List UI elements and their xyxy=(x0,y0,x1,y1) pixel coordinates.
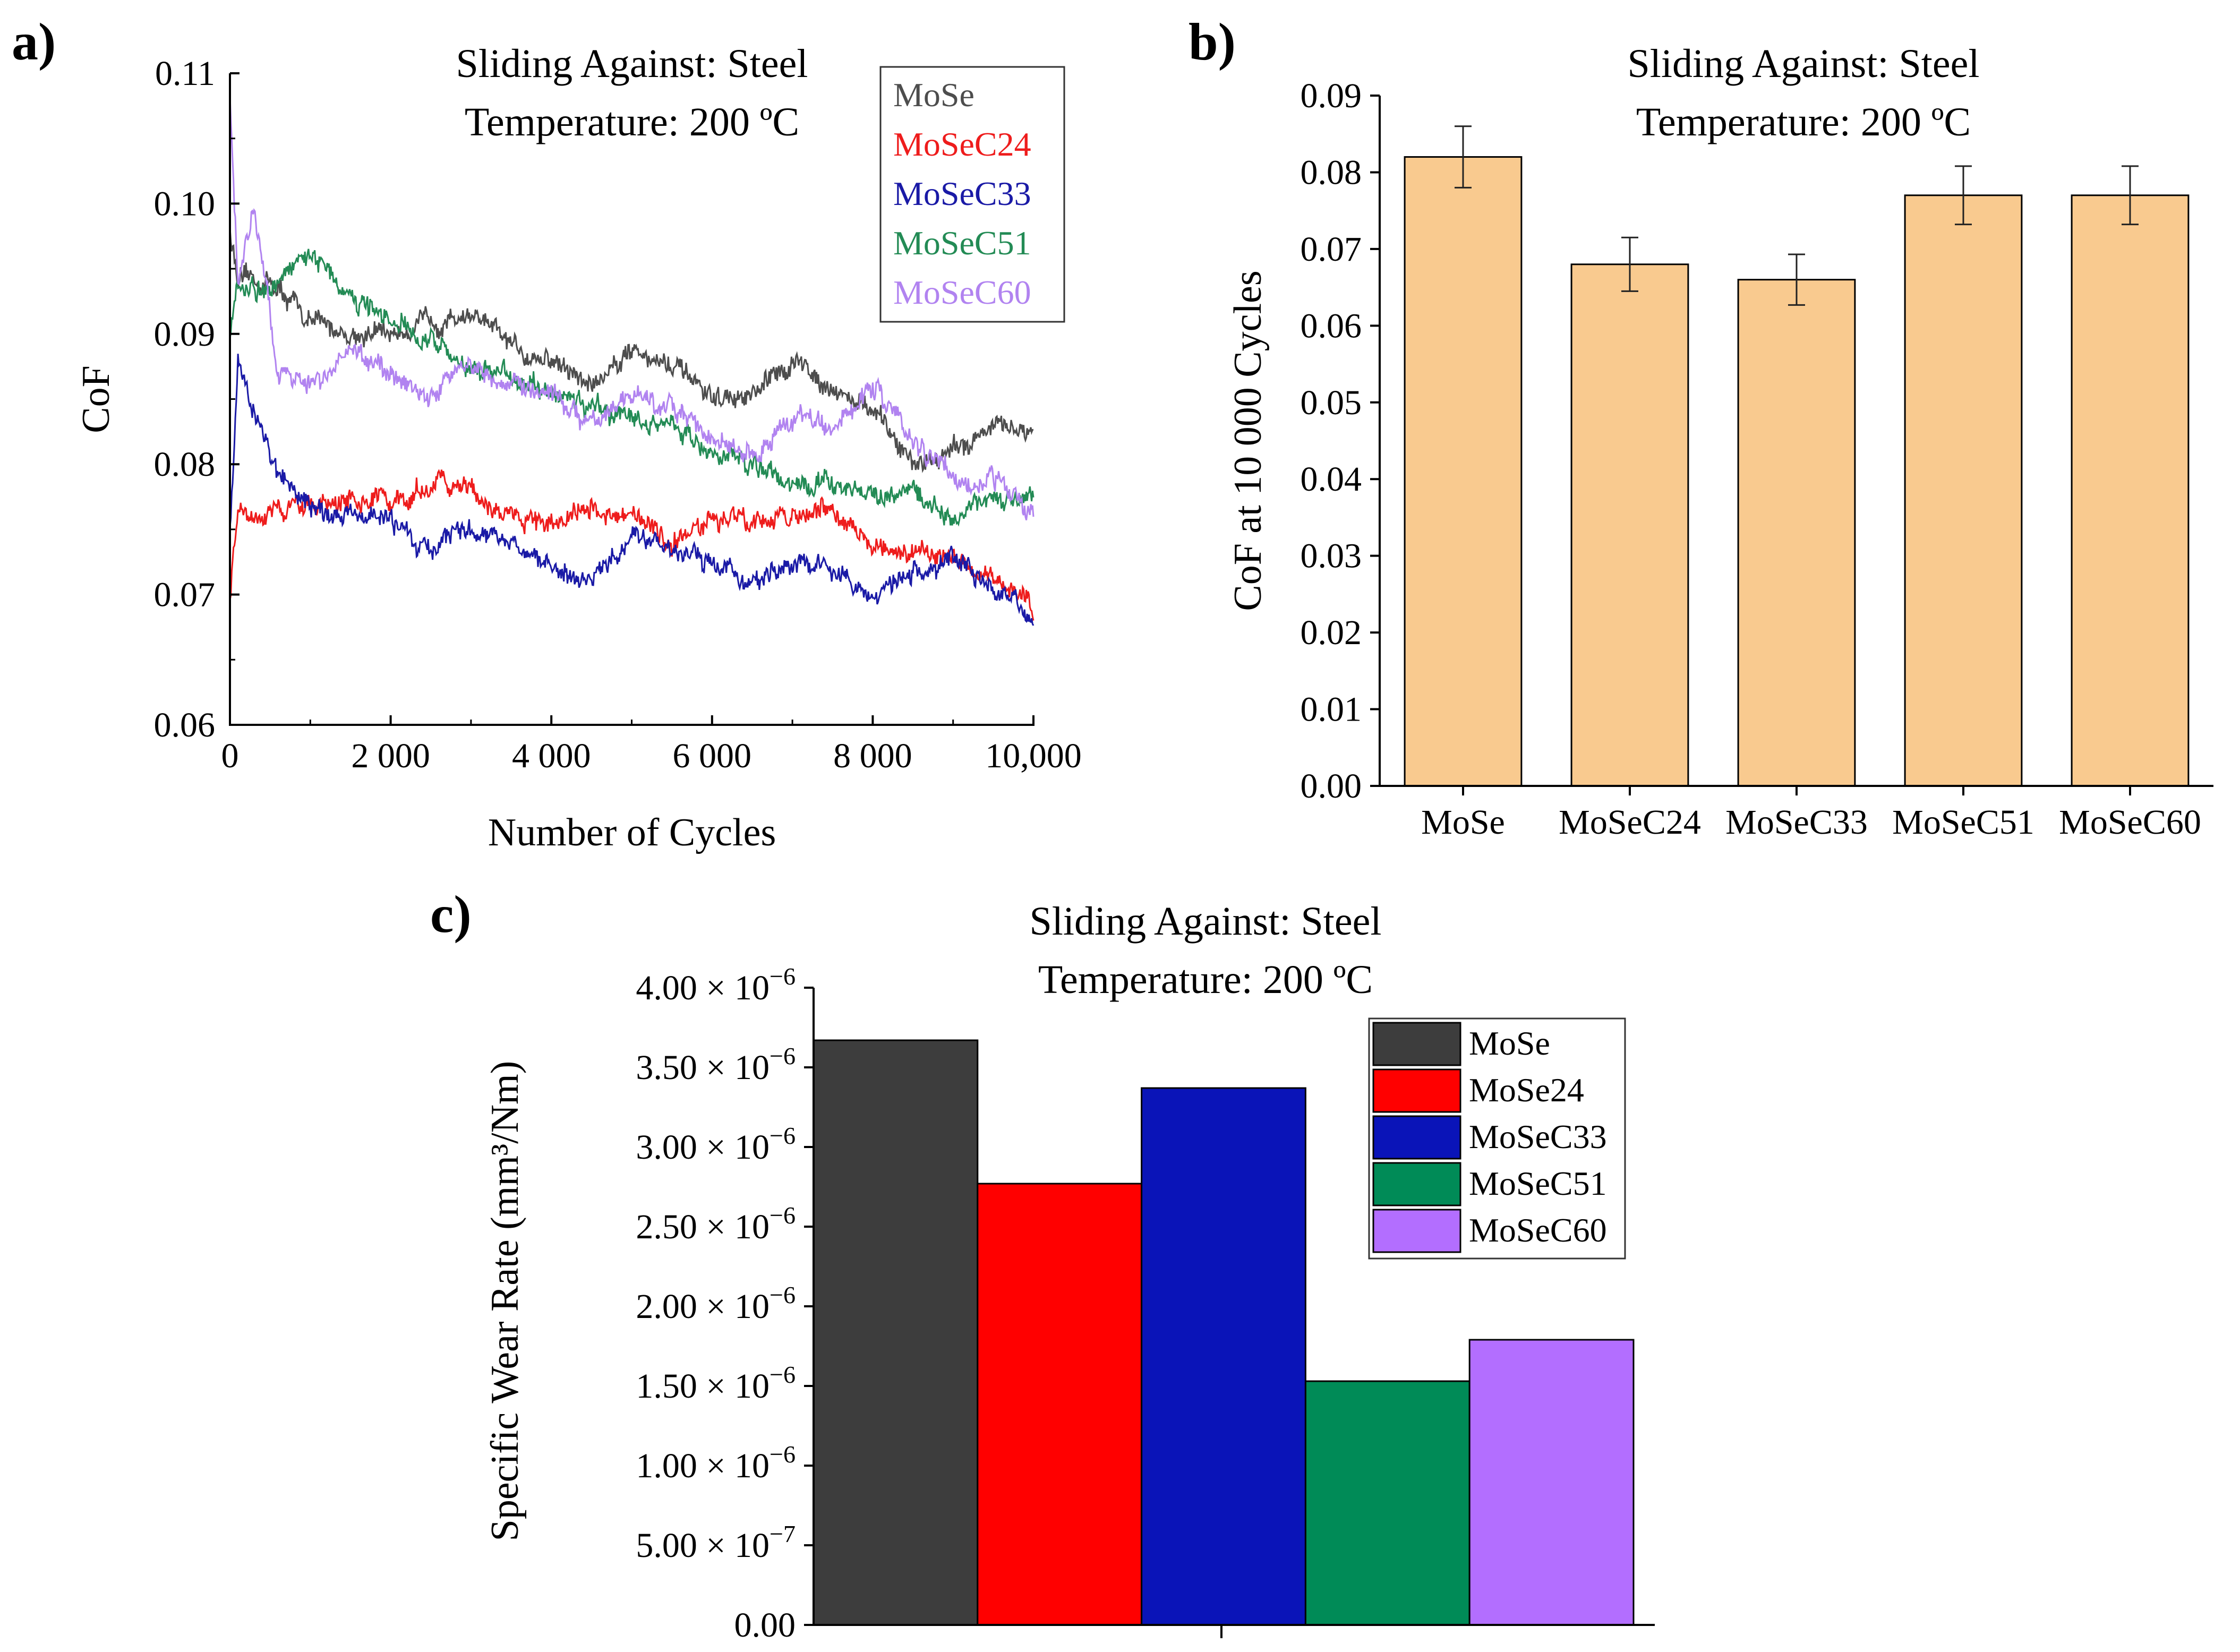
panel-a-letter: a) xyxy=(12,12,56,71)
chart-a-series-mosec51 xyxy=(229,249,1034,527)
chart-a-x-tick-label: 10,000 xyxy=(985,737,1082,775)
chart-b-y-label: CoF at 10 000 Cycles xyxy=(1226,270,1270,611)
chart-c-legend-swatch xyxy=(1372,1115,1461,1160)
chart-b-x-tick-label: MoSeC24 xyxy=(1559,803,1701,842)
chart-c-y-tick-label: 2.50 × 10−6 xyxy=(636,1202,796,1246)
chart-b-y-tick-label: 0.09 xyxy=(1301,76,1362,115)
chart-a-y-tick-label: 0.10 xyxy=(154,184,216,223)
chart-c-ticks: 0.00 5.00 × 10−7 1.00 × 10−6 1.50 × 10−6 2.0… xyxy=(636,963,814,1645)
chart-c-legend-swatch xyxy=(1372,1209,1461,1253)
chart-a-subtitle: Temperature: 200 ºC xyxy=(465,100,799,144)
chart-b-bar-mosec24 xyxy=(1570,263,1689,787)
chart-b-bar-mose xyxy=(1404,156,1523,787)
chart-a-y-tick-label: 0.11 xyxy=(155,54,215,93)
chart-a-series-mose xyxy=(229,227,1034,473)
chart-b-y-tick-label: 0.02 xyxy=(1301,613,1362,652)
chart-a-title: Sliding Against: Steel xyxy=(456,41,808,86)
chart-a-series-mosec33 xyxy=(229,354,1034,626)
chart-b-subtitle: Temperature: 200 ºC xyxy=(1636,100,1971,144)
chart-c-legend-label: MoSeC60 xyxy=(1469,1211,1607,1249)
chart-b-x-tick-label: MoSeC60 xyxy=(2059,803,2201,842)
chart-c-subtitle: Temperature: 200 ºC xyxy=(1038,957,1373,1002)
chart-b-y-tick-label: 0.00 xyxy=(1301,767,1362,806)
chart-c-bar-mose xyxy=(813,1039,979,1626)
chart-a-x-tick-label: 8 000 xyxy=(833,737,912,775)
chart-b-y-tick-label: 0.07 xyxy=(1301,230,1362,269)
chart-c-bar-mosec51 xyxy=(1304,1380,1470,1626)
chart-b-bar-mosec51 xyxy=(1904,194,2023,787)
chart-a-legend-entry: MoSeC51 xyxy=(893,224,1031,262)
chart-c-y-tick-label: 2.00 × 10−6 xyxy=(636,1281,796,1326)
chart-b-y-tick-label: 0.03 xyxy=(1301,537,1362,576)
chart-a-legend-entry: MoSeC24 xyxy=(893,125,1031,163)
chart-a-y-label: CoF xyxy=(74,365,118,433)
chart-a-y-tick-label: 0.07 xyxy=(154,576,216,614)
chart-b-bars-group xyxy=(1404,125,2190,787)
chart-c: 0.00 5.00 × 10−7 1.00 × 10−6 1.50 × 10−6 2.0… xyxy=(483,899,1655,1645)
chart-b-title: Sliding Against: Steel xyxy=(1628,41,1980,86)
chart-a-series-group xyxy=(229,96,1034,626)
chart-c-bar-mosec60 xyxy=(1468,1339,1635,1626)
chart-c-legend-swatch xyxy=(1372,1162,1461,1206)
chart-a-legend-box xyxy=(879,66,1065,323)
chart-a-x-tick-label: 0 xyxy=(221,737,239,775)
chart-c-y-tick-label: 5.00 × 10−7 xyxy=(636,1520,796,1565)
chart-a-legend-entry: MoSe xyxy=(893,76,974,114)
chart-b-x-tick-label: MoSeC51 xyxy=(1892,803,2034,842)
chart-b-y-tick-label: 0.08 xyxy=(1301,153,1362,192)
chart-c-legend-label: MoSeC33 xyxy=(1469,1118,1607,1155)
chart-a-legend: MoSe MoSeC24 MoSeC33 MoSeC51 MoSeC60 xyxy=(879,66,1065,323)
chart-a-y-tick-label: 0.06 xyxy=(154,706,216,744)
chart-a-series-mosec60 xyxy=(229,96,1034,520)
chart-a-x-tick-label: 6 000 xyxy=(673,737,752,775)
chart-b-x-tick-label: MoSeC33 xyxy=(1725,803,1868,842)
chart-c-y-label: Specific Wear Rate (mm³/Nm) xyxy=(483,1061,527,1542)
chart-b-y-tick-label: 0.04 xyxy=(1301,460,1362,499)
chart-a-y-tick-label: 0.09 xyxy=(154,315,216,354)
chart-c-y-tick-label: 3.00 × 10−6 xyxy=(636,1122,796,1167)
chart-a-legend-entry: MoSeC33 xyxy=(893,175,1031,212)
panel-b-letter: b) xyxy=(1189,12,1236,71)
chart-c-bar-mosec33 xyxy=(1141,1087,1306,1626)
chart-c-y-tick-label: 1.50 × 10−6 xyxy=(636,1361,796,1406)
chart-c-y-tick-label: 1.00 × 10−6 xyxy=(636,1441,796,1485)
chart-b-y-tick-label: 0.06 xyxy=(1301,306,1362,345)
chart-c-legend: MoSe MoSe24 MoSeC33 MoSeC51 MoSeC60 xyxy=(1368,1017,1626,1260)
chart-b-bar-mosec33 xyxy=(1737,279,1856,787)
chart-b-y-tick-label: 0.01 xyxy=(1301,690,1362,729)
chart-b: 0.00 0.01 0.02 0.03 0.04 0.05 0.06 0.07 0.08 0.09… xyxy=(1226,41,2213,842)
chart-c-legend-label: MoSeC51 xyxy=(1469,1165,1607,1202)
chart-c-legend-swatch xyxy=(1372,1022,1461,1066)
chart-c-bars-group xyxy=(813,1039,1635,1626)
chart-c-y-tick-label: 3.50 × 10−6 xyxy=(636,1042,796,1087)
chart-c-bar-mose24 xyxy=(977,1183,1143,1626)
chart-c-legend-swatch xyxy=(1372,1068,1461,1113)
chart-a: 0.06 0.07 0.08 0.09 0.10 0.11 0 2 000 4 000 6 000… xyxy=(74,41,1082,854)
chart-b-ticks: 0.00 0.01 0.02 0.03 0.04 0.05 0.06 0.07 0.08 0.09… xyxy=(1301,76,2201,842)
chart-a-x-tick-label: 4 000 xyxy=(512,737,591,775)
chart-a-y-tick-label: 0.08 xyxy=(154,445,216,484)
chart-c-y-tick-label: 4.00 × 10−6 xyxy=(636,963,796,1007)
chart-a-legend-entry: MoSeC60 xyxy=(893,273,1031,311)
chart-c-y-tick-label: 0.00 xyxy=(734,1606,796,1645)
chart-a-x-tick-label: 2 000 xyxy=(351,737,430,775)
chart-b-y-tick-label: 0.05 xyxy=(1301,383,1362,422)
chart-b-x-tick-label: MoSe xyxy=(1421,803,1505,842)
chart-c-title: Sliding Against: Steel xyxy=(1030,899,1382,944)
chart-c-legend-label: MoSe xyxy=(1469,1024,1550,1062)
chart-b-bar-mosec60 xyxy=(2071,194,2190,787)
chart-a-series-mosec24 xyxy=(229,469,1034,621)
chart-a-x-label: Number of Cycles xyxy=(488,811,776,854)
chart-a-ticks: 0.06 0.07 0.08 0.09 0.10 0.11 0 2 000 4 000 6 000… xyxy=(154,54,1082,775)
panel-c-letter: c) xyxy=(430,885,472,944)
chart-c-legend-label: MoSe24 xyxy=(1469,1071,1584,1109)
